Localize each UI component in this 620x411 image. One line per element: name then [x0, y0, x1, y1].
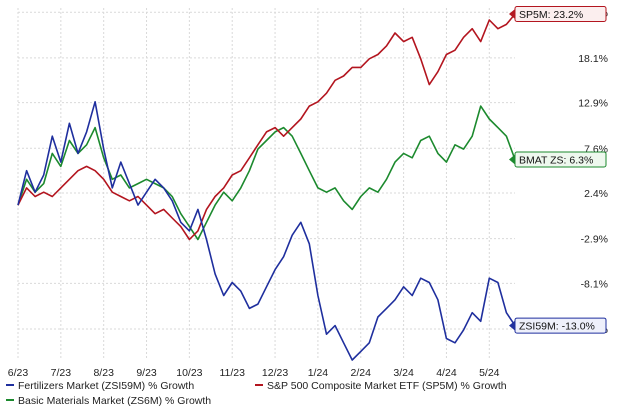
x-tick-label: 4/24: [436, 367, 457, 379]
x-tick-label: 7/23: [51, 367, 72, 379]
callout-0: ZSI59M: -13.0%: [509, 317, 607, 334]
legend-label: S&P 500 Composite Market ETF (SP5M) % Gr…: [267, 380, 507, 392]
legend-item-2: Basic Materials Market (ZS6M) % Growth: [6, 395, 211, 407]
callout-box: [514, 317, 607, 334]
legend-item-1: S&P 500 Composite Market ETF (SP5M) % Gr…: [255, 380, 507, 392]
callout-pointer: [509, 9, 515, 20]
series-lines: [17, 13, 516, 361]
legend-label: Fertilizers Market (ZSI59M) % Growth: [18, 380, 194, 392]
x-tick-label: 5/24: [479, 367, 500, 379]
series-line-0: [17, 101, 516, 361]
series-line-2: [17, 105, 516, 241]
y-tick-label: 2.4%: [584, 188, 608, 200]
callout-box: [514, 6, 607, 23]
x-tick-label: 6/23: [8, 367, 29, 379]
legend: Fertilizers Market (ZSI59M) % Growth S&P …: [6, 380, 507, 407]
callout-1: SP5M: 23.2%: [509, 6, 607, 23]
callout-2: BMAT ZS: 6.3%: [509, 151, 607, 168]
y-tick-label: -2.9%: [581, 234, 608, 246]
x-tick-label: 1/24: [308, 367, 329, 379]
x-tick-label: 10/23: [176, 367, 202, 379]
legend-label: Basic Materials Market (ZS6M) % Growth: [18, 395, 211, 407]
y-tick-label: -8.1%: [581, 278, 608, 290]
x-tick-label: 12/23: [262, 367, 288, 379]
series-line-1: [17, 13, 516, 241]
gridlines: [17, 8, 515, 360]
end-value-callouts: ZSI59M: -13.0% SP5M: 23.2% BMAT ZS: 6.3%: [509, 6, 607, 334]
x-axis-ticks: 6/23 7/23 8/23 9/23 10/23 11/23 12/23 1/24 2/24 3…: [8, 367, 500, 379]
x-tick-label: 11/23: [219, 367, 245, 379]
callout-label: SP5M: 23.2%: [519, 9, 583, 21]
x-tick-label: 3/24: [393, 367, 414, 379]
y-tick-label: 18.1%: [578, 53, 608, 65]
callout-pointer: [509, 320, 515, 331]
x-tick-label: 9/23: [136, 367, 157, 379]
x-tick-label: 2/24: [351, 367, 372, 379]
y-tick-label: 12.9%: [578, 98, 608, 110]
callout-box: [514, 151, 607, 168]
callout-label: BMAT ZS: 6.3%: [519, 154, 593, 166]
legend-item-0: Fertilizers Market (ZSI59M) % Growth: [6, 380, 194, 392]
callout-pointer: [509, 154, 515, 165]
x-tick-label: 8/23: [93, 367, 114, 379]
callout-label: ZSI59M: -13.0%: [519, 321, 595, 333]
